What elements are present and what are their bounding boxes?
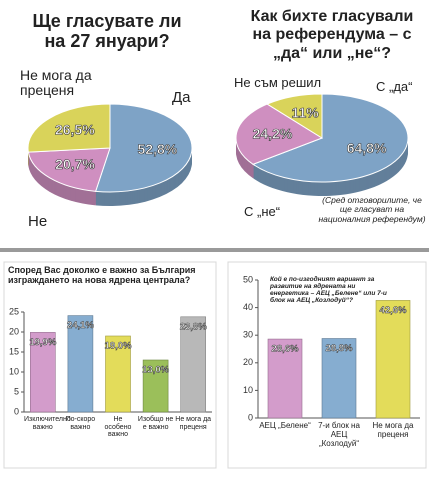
value-label: 23,8% [180, 321, 207, 332]
category-label: Не мога да преценя [20, 67, 92, 99]
y-tick-label: 0 [248, 412, 253, 422]
pie-slice [235, 103, 324, 165]
bar [67, 315, 94, 413]
value-label: 28,8% [326, 343, 353, 354]
x-tick-label: Не особено важно [104, 416, 132, 439]
value-label: 19,9% [29, 337, 56, 348]
value-label: 28,6% [272, 344, 299, 355]
pie-slice [27, 147, 111, 192]
chart-title: Ще гласувате ли на 27 януари? [32, 11, 182, 51]
y-tick-label: 10 [9, 366, 19, 376]
chart-title: Как бихте гласували на референдума – с „… [250, 8, 414, 62]
x-tick-label: Не мога да преценя [372, 421, 414, 439]
chart-frame [3, 261, 217, 469]
chart-title: Кой е по-изгодният вариант за развитие н… [270, 276, 387, 305]
pie-slice [266, 93, 323, 139]
y-tick-label: 30 [243, 330, 253, 340]
bar [180, 316, 206, 413]
value-label: 24,1% [67, 320, 94, 331]
pie-slice [251, 93, 409, 183]
pie-slice [27, 103, 111, 153]
value-label: 20,7% [55, 156, 95, 172]
x-tick-label: По-скоро важно [65, 416, 96, 431]
x-tick-label: АЕЦ „Белене“ [259, 421, 311, 430]
y-tick-label: 15 [9, 346, 19, 356]
pie-slice [94, 103, 193, 193]
bar [375, 300, 411, 419]
y-tick-label: 20 [9, 326, 19, 336]
chart-frame [227, 261, 427, 469]
x-tick-label: 7-и блок на АЕЦ „Козлодуй“ [318, 421, 360, 448]
value-label: 52,8% [138, 141, 178, 157]
value-label: 13,0% [142, 365, 169, 376]
y-tick-label: 10 [243, 385, 253, 395]
bar [321, 338, 357, 419]
y-tick-label: 50 [243, 274, 253, 284]
bar [29, 332, 56, 413]
value-label: 11% [291, 105, 319, 121]
value-label: 64,8% [347, 140, 387, 156]
y-tick-label: 25 [9, 306, 19, 316]
chart-title: Според Вас доколко е важно за България и… [8, 265, 196, 285]
note: (Сред отговорилите, че ще гласуват на на… [318, 195, 426, 224]
category-label: Не съм решил [234, 75, 322, 90]
bar [105, 335, 131, 413]
y-tick-label: 20 [243, 357, 253, 367]
category-label: Да [172, 89, 191, 106]
value-label: 24,2% [253, 126, 293, 142]
value-label: 26,5% [55, 122, 95, 138]
category-label: Не [28, 213, 48, 230]
y-tick-label: 0 [14, 406, 19, 416]
value-label: 42,6% [380, 305, 407, 316]
value-label: 19,0% [105, 341, 132, 352]
x-tick-label: Изобщо не е важно [137, 416, 174, 431]
bar [142, 359, 169, 413]
category-label: С „не“ [244, 204, 281, 219]
y-tick-label: 40 [243, 302, 253, 312]
y-tick-label: 5 [14, 386, 19, 396]
bar [267, 338, 303, 419]
x-tick-label: Изключително важно [24, 416, 71, 431]
x-tick-label: Не мога да преценя [175, 416, 212, 431]
category-label: С „да“ [376, 79, 413, 94]
